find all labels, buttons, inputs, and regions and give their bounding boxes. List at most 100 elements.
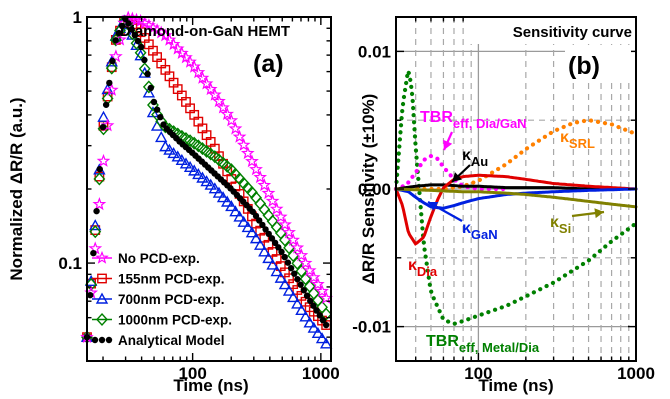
marker-no-pcd-exp bbox=[129, 12, 144, 26]
marker-no-pcd-exp bbox=[290, 240, 305, 254]
annotation-srl: κSRL bbox=[560, 129, 595, 151]
marker-700nm-pcd-exp bbox=[225, 200, 238, 212]
marker-no-pcd-exp bbox=[298, 255, 313, 270]
marker-no-pcd-exp bbox=[191, 65, 206, 79]
marker-analytical-model bbox=[278, 248, 285, 256]
marker-analytical-model bbox=[268, 235, 276, 242]
marker-analytical-model bbox=[319, 317, 327, 324]
marker-700nm-pcd-exp bbox=[208, 182, 222, 194]
annotation-arrowhead bbox=[428, 202, 439, 211]
legend-label: 700nm PCD-exp. bbox=[118, 292, 225, 307]
marker-700nm-pcd-exp bbox=[311, 326, 325, 339]
marker-no-pcd-exp bbox=[92, 197, 107, 211]
marker-700nm-pcd-exp bbox=[253, 238, 267, 250]
marker-700nm-pcd-exp bbox=[295, 303, 308, 316]
marker-no-pcd-exp bbox=[220, 106, 235, 121]
series-line-si bbox=[394, 187, 638, 209]
marker-1000nm-pcd-exp bbox=[89, 225, 102, 239]
annotation-label: κGaN bbox=[462, 220, 498, 242]
annotation-tbr-eff-metal-dia: TBReff, Metal/Dia bbox=[426, 333, 540, 355]
marker-analytical-model bbox=[262, 226, 269, 233]
marker-no-pcd-exp bbox=[294, 248, 309, 262]
panel-b-label-background bbox=[565, 46, 631, 82]
marker-1000nm-pcd-exp bbox=[258, 202, 271, 216]
legend-item-no-pcd-exp: No PCD-exp. bbox=[92, 250, 200, 266]
marker-700nm-pcd-exp bbox=[241, 220, 255, 233]
marker-analytical-model bbox=[144, 70, 151, 78]
marker-analytical-model bbox=[150, 98, 158, 106]
annotation-arrowhead bbox=[443, 139, 453, 150]
marker-analytical-model bbox=[294, 276, 301, 283]
x-tick-label: 1000 bbox=[302, 364, 340, 383]
marker-no-pcd-exp bbox=[240, 146, 255, 160]
marker-700nm-pcd-exp bbox=[221, 195, 234, 207]
annotation-arrowhead bbox=[452, 172, 462, 182]
legend-marker bbox=[98, 336, 106, 344]
marker-analytical-model bbox=[287, 264, 295, 272]
marker-no-pcd-exp bbox=[232, 129, 247, 143]
marker-no-pcd-exp bbox=[108, 49, 123, 63]
marker-700nm-pcd-exp bbox=[258, 245, 271, 257]
marker-analytical-model bbox=[297, 281, 304, 288]
annotation-label: κSi bbox=[550, 214, 571, 236]
marker-700nm-pcd-exp bbox=[192, 167, 205, 180]
panel-a-y-axis-label: Normalized ΔR/R (a.u.) bbox=[7, 97, 26, 280]
marker-700nm-pcd-exp bbox=[179, 157, 193, 169]
panel-b: 100 1000 -0.01 0.00 0.01 Sensitivity curve (… bbox=[352, 16, 655, 395]
marker-analytical-model bbox=[281, 253, 288, 261]
marker-700nm-pcd-exp bbox=[142, 86, 156, 98]
marker-no-pcd-exp bbox=[245, 154, 259, 168]
marker-700nm-pcd-exp bbox=[183, 160, 197, 173]
marker-700nm-pcd-exp bbox=[266, 258, 279, 270]
marker-analytical-model bbox=[93, 207, 100, 215]
series-line-tbr-eff-metal-dia bbox=[393, 63, 639, 326]
panel-a-label: (a) bbox=[253, 50, 284, 78]
marker-analytical-model bbox=[109, 57, 116, 65]
marker-analytical-model bbox=[138, 43, 145, 51]
legend-marker bbox=[95, 292, 109, 304]
legend-item-700nm-pcd-exp: 700nm PCD-exp. bbox=[92, 292, 225, 307]
series-si bbox=[394, 187, 638, 209]
marker-no-pcd-exp bbox=[199, 76, 214, 90]
x-tick-label: 1000 bbox=[617, 364, 655, 383]
marker-analytical-model bbox=[90, 249, 97, 257]
marker-analytical-model bbox=[112, 37, 119, 44]
marker-no-pcd-exp bbox=[261, 185, 276, 200]
panel-b-title-background bbox=[465, 18, 635, 44]
legend-marker bbox=[91, 336, 99, 344]
marker-analytical-model bbox=[134, 37, 142, 45]
series-srl bbox=[393, 118, 639, 192]
marker-analytical-model bbox=[310, 302, 317, 309]
marker-700nm-pcd-exp bbox=[278, 278, 292, 290]
marker-1000nm-pcd-exp bbox=[262, 208, 275, 222]
annotation-au: κAu bbox=[451, 147, 488, 183]
panel-a: 100 1000 0.1 1 Diamond-on-GaN HEMT (a) Time… bbox=[7, 8, 340, 395]
marker-analytical-model bbox=[118, 22, 126, 30]
marker-700nm-pcd-exp bbox=[270, 265, 283, 277]
legend-item-analytical-model: Analytical Model bbox=[91, 333, 225, 348]
marker-no-pcd-exp bbox=[236, 137, 251, 151]
panel-b-ticks: 100 1000 -0.01 0.00 0.01 bbox=[352, 17, 655, 383]
marker-no-pcd-exp bbox=[302, 263, 317, 277]
panel-a-x-axis-label: Time (ns) bbox=[173, 376, 248, 395]
annotation-label: κDia bbox=[408, 257, 438, 279]
marker-analytical-model bbox=[307, 297, 314, 305]
marker-analytical-model bbox=[106, 79, 113, 87]
marker-700nm-pcd-exp bbox=[204, 178, 217, 190]
x-tick-label: 100 bbox=[178, 364, 206, 383]
series-700nm-pcd-exp bbox=[80, 14, 333, 349]
marker-no-pcd-exp bbox=[212, 94, 226, 108]
marker-no-pcd-exp bbox=[286, 232, 301, 247]
marker-no-pcd-exp bbox=[273, 209, 288, 223]
marker-700nm-pcd-exp bbox=[291, 297, 304, 309]
marker-700nm-pcd-exp bbox=[319, 337, 333, 349]
marker-analytical-model bbox=[252, 212, 260, 220]
marker-analytical-model bbox=[86, 291, 94, 299]
legend-marker bbox=[95, 250, 109, 264]
marker-no-pcd-exp bbox=[216, 100, 230, 114]
marker-no-pcd-exp bbox=[104, 82, 119, 96]
marker-700nm-pcd-exp bbox=[200, 175, 213, 187]
marker-700nm-pcd-exp bbox=[97, 110, 110, 122]
marker-700nm-pcd-exp bbox=[249, 232, 263, 244]
marker-700nm-pcd-exp bbox=[216, 191, 230, 203]
